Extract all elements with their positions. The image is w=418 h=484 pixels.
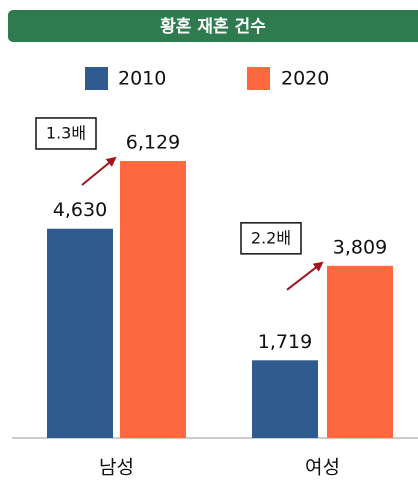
annotation-arrow <box>81 156 117 186</box>
chart-title: 황혼 재혼 건수 <box>160 16 266 37</box>
x-tick-label: 여성 <box>305 457 340 479</box>
bar <box>252 360 318 438</box>
legend-label: 2010 <box>118 68 166 90</box>
value-label: 4,630 <box>53 199 107 221</box>
bar <box>327 265 393 438</box>
annotation: 1.3배 <box>46 123 86 142</box>
bar <box>120 160 186 439</box>
title-banner <box>8 10 418 42</box>
annotation: 2.2배 <box>251 228 291 247</box>
annotation-arrow <box>286 261 324 291</box>
legend-label: 2020 <box>281 68 329 90</box>
value-label: 6,129 <box>126 131 180 153</box>
annotation-box <box>35 117 97 150</box>
legend-swatch <box>85 67 108 90</box>
annotation-box <box>240 222 302 255</box>
legend-swatch <box>247 67 270 90</box>
x-tick-label: 남성 <box>99 457 134 479</box>
value-label: 1,719 <box>258 331 312 353</box>
value-label: 3,809 <box>333 236 387 258</box>
bar <box>47 228 113 438</box>
